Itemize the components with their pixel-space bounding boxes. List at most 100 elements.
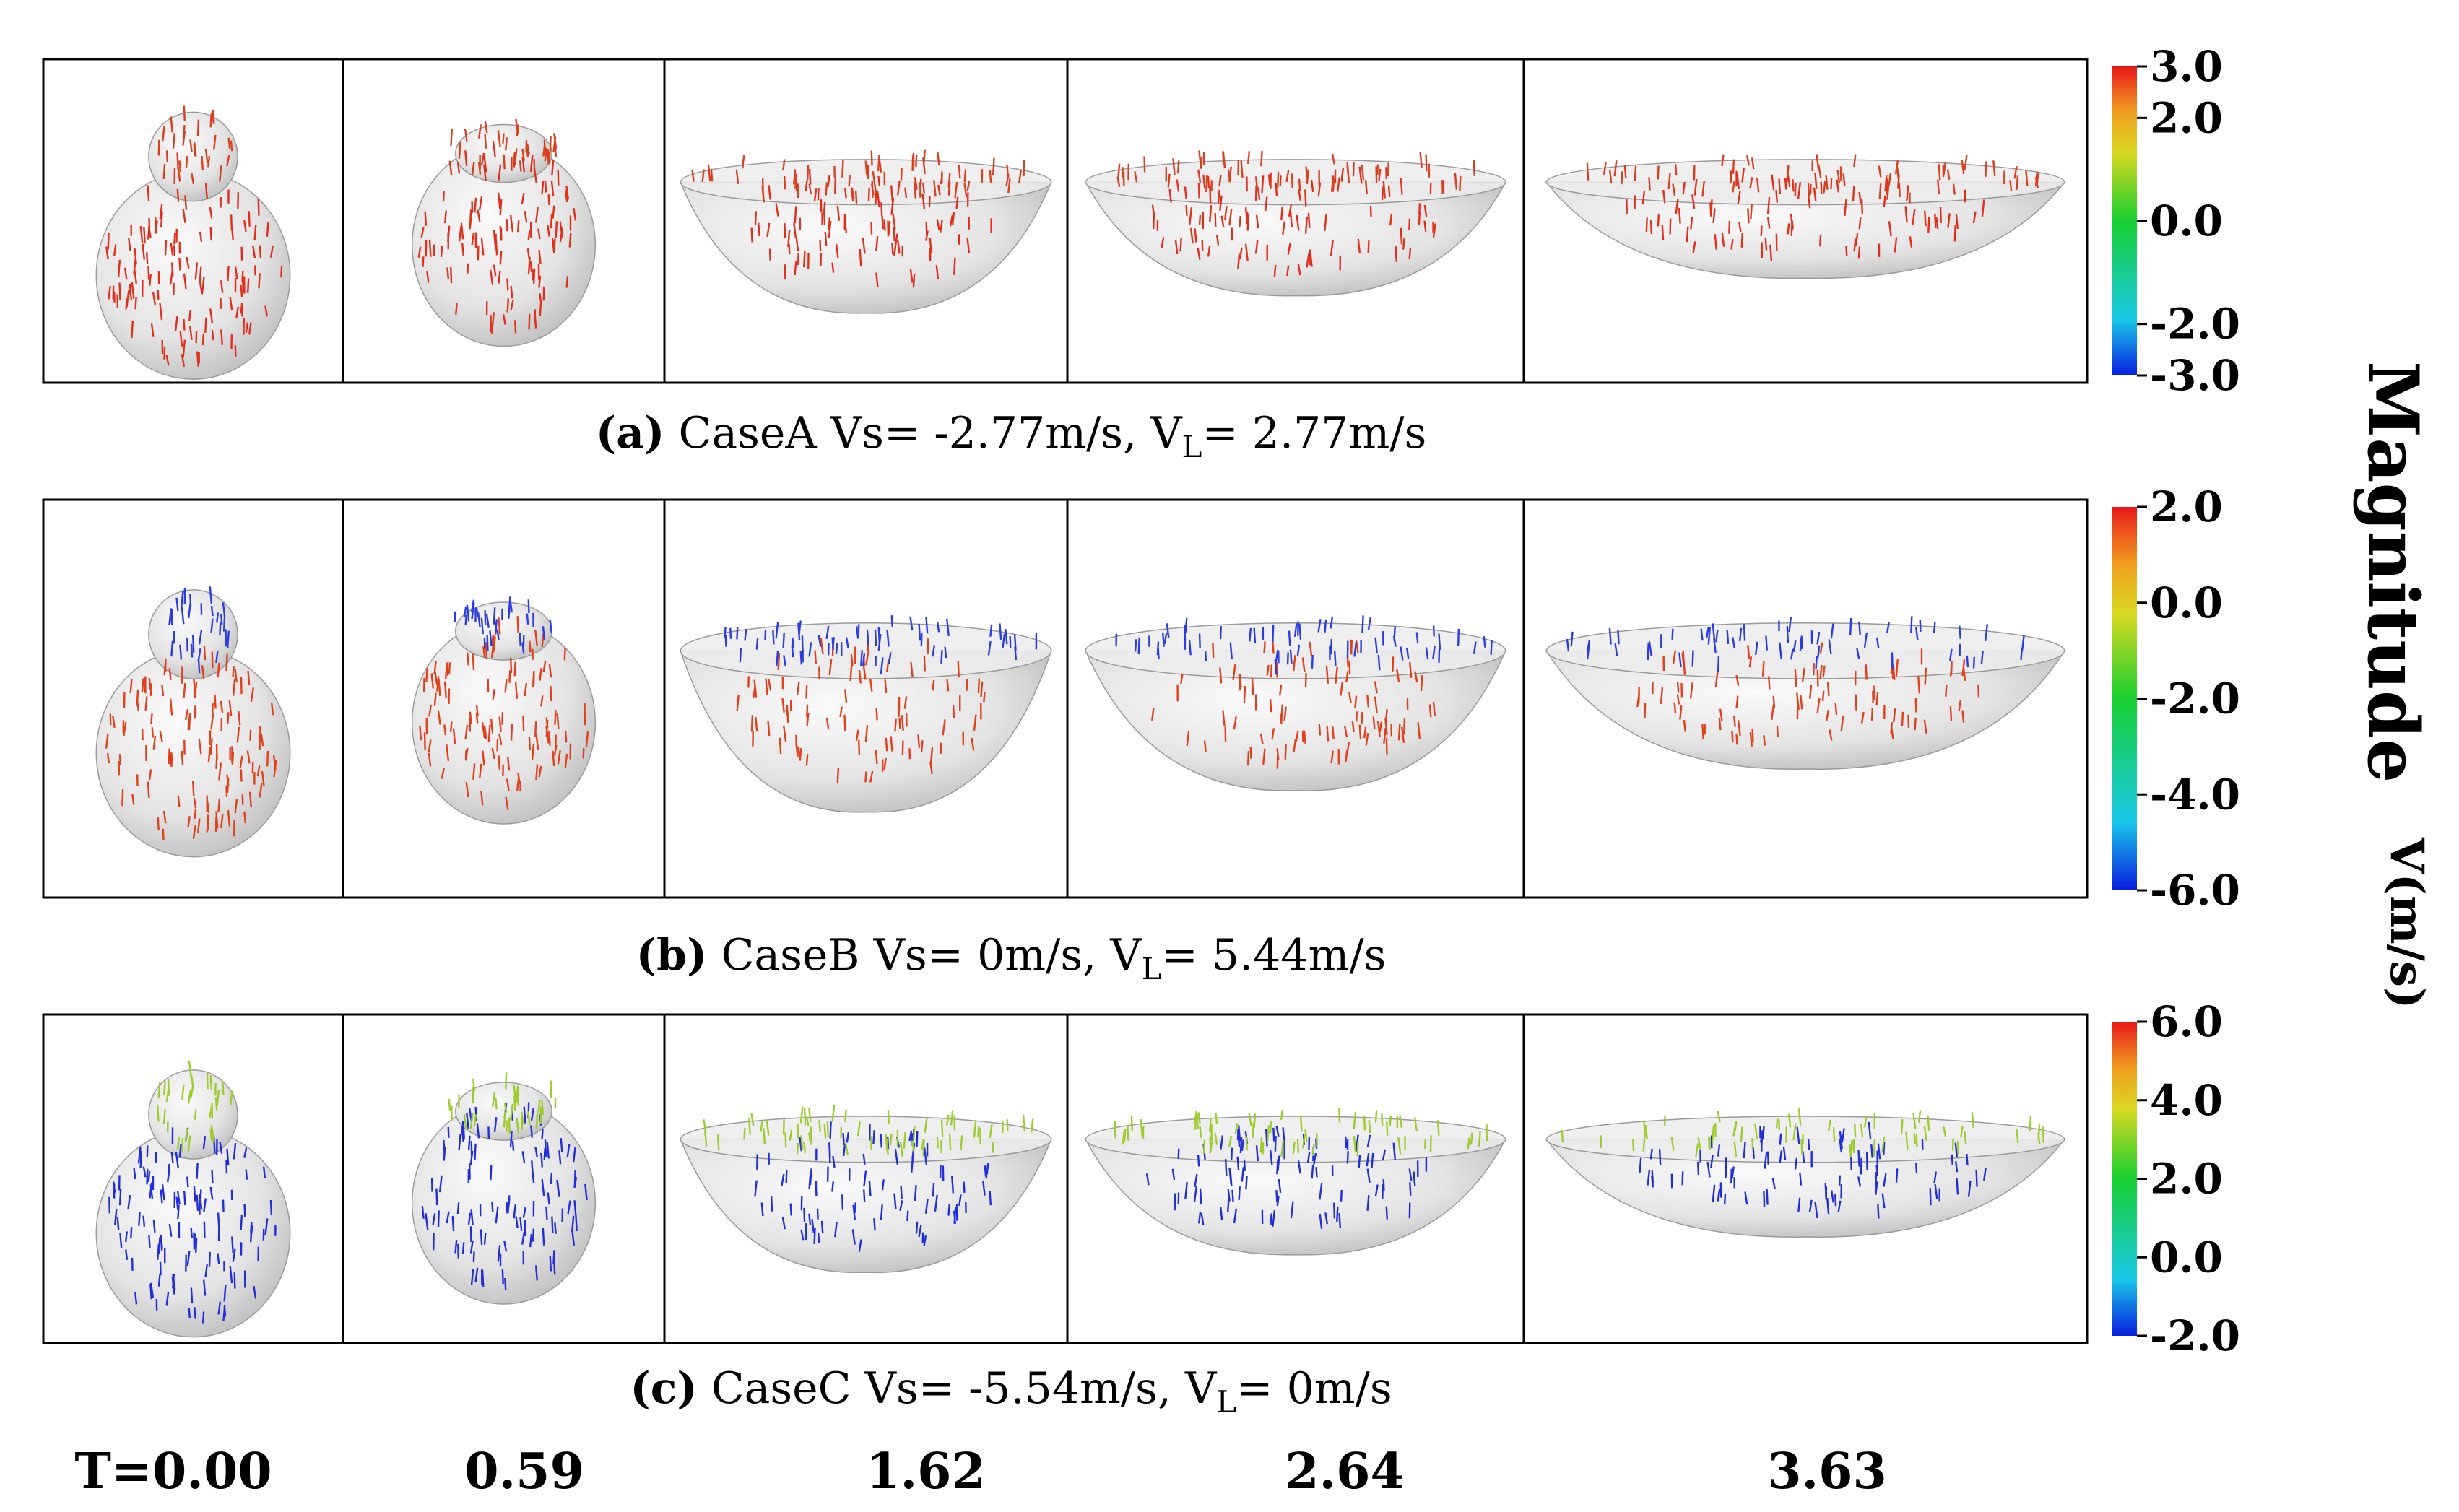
velocity-arrow bbox=[1219, 195, 1223, 211]
velocity-arrow bbox=[1002, 633, 1006, 648]
velocity-arrow bbox=[958, 1194, 962, 1206]
velocity-arrow bbox=[1408, 1168, 1413, 1181]
velocity-arrow bbox=[920, 633, 923, 646]
velocity-arrow bbox=[854, 1202, 856, 1213]
velocity-arrow bbox=[148, 678, 152, 690]
velocity-arrow bbox=[834, 177, 837, 194]
velocity-arrow bbox=[531, 743, 535, 760]
velocity-arrow bbox=[1662, 189, 1666, 204]
velocity-arrow bbox=[1882, 1142, 1886, 1155]
velocity-arrow bbox=[1345, 671, 1349, 682]
velocity-arrow bbox=[1800, 1138, 1803, 1155]
velocity-arrow bbox=[1385, 167, 1388, 180]
velocity-arrow bbox=[1298, 188, 1302, 202]
velocity-arrow bbox=[456, 162, 461, 174]
velocity-arrow bbox=[1367, 617, 1372, 630]
velocity-arrow bbox=[1959, 1125, 1964, 1138]
velocity-arrow bbox=[218, 762, 222, 781]
velocity-arrow bbox=[458, 226, 462, 242]
velocity-arrow bbox=[1374, 681, 1378, 694]
velocity-arrow bbox=[1374, 696, 1378, 713]
velocity-arrow bbox=[1676, 694, 1680, 705]
caption-c-letter: (c) bbox=[630, 1363, 698, 1414]
snapshot-c-0 bbox=[95, 1060, 291, 1338]
velocity-arrow bbox=[1287, 243, 1291, 255]
velocity-arrow bbox=[469, 711, 473, 724]
velocity-arrow bbox=[113, 1209, 118, 1226]
velocity-arrow bbox=[1318, 724, 1322, 736]
velocity-arrow bbox=[245, 322, 249, 334]
velocity-arrow bbox=[515, 1216, 519, 1229]
velocity-arrow bbox=[1825, 710, 1830, 721]
velocity-arrow bbox=[1454, 173, 1458, 190]
velocity-arrow bbox=[1280, 704, 1283, 721]
velocity-arrow bbox=[506, 1202, 508, 1214]
velocity-arrow bbox=[528, 313, 531, 330]
velocity-arrow bbox=[253, 224, 257, 240]
velocity-arrow bbox=[521, 193, 525, 204]
velocity-arrow bbox=[516, 776, 520, 791]
velocity-arrow bbox=[1241, 1167, 1245, 1182]
velocity-arrow bbox=[1841, 1128, 1845, 1143]
velocity-arrow bbox=[503, 1241, 508, 1252]
row-c bbox=[42, 1013, 2089, 1344]
velocity-arrow bbox=[862, 664, 867, 680]
droplet-bowl bbox=[1545, 181, 2066, 279]
velocity-arrow bbox=[489, 315, 493, 333]
velocity-arrow bbox=[1992, 160, 1996, 177]
velocity-arrow bbox=[1830, 1190, 1834, 1203]
velocity-arrow bbox=[162, 1108, 166, 1124]
velocity-arrow bbox=[1231, 227, 1233, 241]
velocity-arrow bbox=[495, 619, 498, 633]
velocity-arrow bbox=[248, 791, 252, 808]
velocity-arrow bbox=[1875, 1172, 1878, 1188]
velocity-arrow bbox=[196, 351, 199, 367]
velocity-arrow bbox=[434, 671, 438, 685]
velocity-arrow bbox=[1826, 1197, 1830, 1215]
velocity-arrow bbox=[874, 629, 877, 646]
velocity-arrow bbox=[1428, 704, 1432, 718]
velocity-arrow bbox=[516, 1085, 519, 1103]
velocity-arrow bbox=[934, 1194, 938, 1212]
velocity-arrow bbox=[1197, 1112, 1201, 1124]
velocity-arrow bbox=[788, 244, 791, 255]
velocity-arrow bbox=[828, 659, 833, 676]
velocity-arrow bbox=[963, 169, 967, 183]
velocity-arrow bbox=[495, 1098, 498, 1110]
velocity-arrow bbox=[1263, 641, 1266, 653]
velocity-arrow bbox=[893, 227, 895, 242]
velocity-arrow bbox=[1205, 175, 1208, 193]
velocity-arrow bbox=[1381, 186, 1384, 201]
velocity-arrow bbox=[529, 1233, 533, 1248]
velocity-arrow bbox=[1200, 156, 1203, 169]
velocity-arrow bbox=[1303, 730, 1306, 744]
velocity-arrow bbox=[933, 180, 937, 197]
velocity-arrow bbox=[877, 633, 882, 651]
velocity-arrow bbox=[190, 1075, 194, 1089]
velocity-arrow bbox=[766, 1120, 770, 1136]
velocity-arrow bbox=[799, 748, 802, 761]
velocity-arrow bbox=[549, 136, 552, 152]
velocity-arrow bbox=[1906, 185, 1909, 201]
velocity-arrow bbox=[217, 1253, 220, 1264]
velocity-arrow bbox=[1255, 1145, 1259, 1162]
velocity-arrow bbox=[839, 706, 843, 718]
velocity-arrow bbox=[1763, 735, 1766, 746]
velocity-arrow bbox=[1678, 208, 1681, 224]
velocity-arrow bbox=[1009, 636, 1012, 648]
velocity-arrow bbox=[469, 209, 472, 227]
velocity-arrow bbox=[869, 679, 873, 692]
velocity-arrow bbox=[977, 1126, 980, 1138]
velocity-arrow bbox=[890, 197, 895, 215]
velocity-arrow bbox=[1748, 656, 1753, 668]
velocity-arrow bbox=[557, 169, 560, 186]
velocity-arrow bbox=[789, 1203, 792, 1216]
velocity-arrow bbox=[755, 638, 759, 650]
velocity-arrow bbox=[167, 1079, 170, 1096]
velocity-arrow bbox=[176, 152, 179, 170]
time-label-4: 3.63 bbox=[1767, 1443, 1887, 1500]
velocity-arrow bbox=[1376, 164, 1379, 175]
velocity-arrow bbox=[1683, 720, 1687, 732]
velocity-arrow bbox=[187, 1135, 191, 1152]
velocity-arrow bbox=[230, 1090, 233, 1105]
